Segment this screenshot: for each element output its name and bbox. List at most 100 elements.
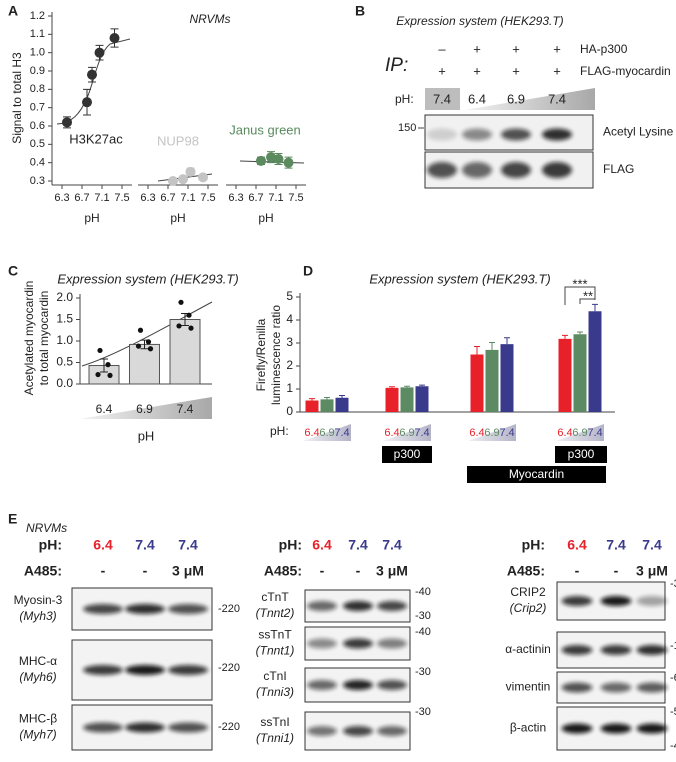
x-tick-label: 7.1 bbox=[94, 192, 109, 204]
band bbox=[600, 596, 632, 606]
data-point bbox=[178, 174, 188, 185]
series-label: 7.4 bbox=[334, 427, 349, 439]
ph-value: 6.4 bbox=[567, 537, 587, 553]
band bbox=[168, 665, 208, 675]
band bbox=[636, 682, 668, 693]
data-point bbox=[109, 33, 120, 43]
band bbox=[636, 723, 668, 734]
x-axis-label: pH bbox=[170, 211, 185, 225]
series-label: 6.4 bbox=[304, 427, 319, 439]
ph-label: pH: bbox=[522, 537, 545, 553]
drug-value: - bbox=[575, 563, 580, 579]
band bbox=[168, 604, 208, 614]
y-axis-label: luminescence ratio bbox=[269, 305, 283, 405]
drug-label: A485: bbox=[24, 563, 62, 579]
x-tick-label: 7.1 bbox=[268, 192, 283, 204]
condition-box bbox=[467, 466, 606, 483]
y-tick-label: 4 bbox=[286, 312, 293, 326]
y-tick-label: 3 bbox=[286, 335, 293, 349]
band bbox=[561, 682, 593, 693]
blot-title: NRVMs bbox=[26, 521, 67, 535]
gene-label: (Tnnt2) bbox=[256, 606, 295, 620]
band bbox=[462, 162, 492, 178]
mw-marker: -50 bbox=[670, 706, 676, 718]
panel-label: A bbox=[8, 3, 18, 19]
x-tick-label: 6.4 bbox=[96, 402, 113, 416]
sign: + bbox=[473, 63, 481, 78]
ph-value: 7.4 bbox=[642, 537, 662, 553]
chart-title: Expression system (HEK293.T) bbox=[369, 271, 550, 286]
error-bar bbox=[339, 394, 345, 398]
data-point bbox=[273, 154, 284, 164]
ip-label: IP: bbox=[385, 55, 408, 76]
blot-title: Expression system (HEK293.T) bbox=[396, 14, 563, 28]
gene-label: (Crip2) bbox=[510, 601, 547, 615]
y-tick-label: 0.7 bbox=[30, 102, 45, 114]
band bbox=[501, 162, 531, 178]
error-bar bbox=[474, 345, 480, 355]
drug-label: A485: bbox=[264, 563, 302, 579]
band bbox=[542, 162, 572, 178]
mw-marker: -40 bbox=[670, 740, 676, 752]
band bbox=[343, 680, 373, 690]
x-tick-label: 6.7 bbox=[160, 192, 175, 204]
x-axis-label: pH bbox=[258, 211, 273, 225]
gene-label: (Myh7) bbox=[19, 728, 56, 742]
y-tick-label: 1.2 bbox=[30, 10, 45, 22]
band bbox=[125, 665, 165, 675]
band bbox=[427, 128, 457, 141]
mw-marker: -30 bbox=[415, 706, 431, 718]
protein-label: α-actinin bbox=[505, 642, 551, 656]
ph-wedge bbox=[383, 424, 431, 441]
ph-value: 7.4 bbox=[382, 537, 402, 553]
error-bar bbox=[389, 386, 395, 388]
error-bar bbox=[419, 384, 425, 387]
x-axis-label: pH bbox=[138, 428, 155, 443]
x-tick-label: 6.3 bbox=[54, 192, 69, 204]
y-axis-label: Acetylated myocardin bbox=[22, 281, 36, 396]
y-axis-label: to total myocardin bbox=[37, 291, 51, 386]
y-tick-label: 1.0 bbox=[56, 333, 73, 347]
band bbox=[377, 601, 407, 611]
condition-label: p300 bbox=[394, 447, 421, 461]
sign: + bbox=[512, 63, 520, 78]
y-tick-label: 0.5 bbox=[56, 355, 73, 369]
protein-label: ssTnI bbox=[260, 715, 289, 729]
series-label: NUP98 bbox=[157, 133, 199, 148]
protein-label: CRIP2 bbox=[510, 585, 546, 599]
band bbox=[636, 596, 668, 606]
ph-value: 7.4 bbox=[178, 537, 198, 553]
error-bar bbox=[562, 334, 568, 339]
x-tick-label: 6.3 bbox=[140, 192, 155, 204]
row-label: HA-p300 bbox=[580, 42, 628, 56]
gene-label: (Myh6) bbox=[19, 670, 56, 684]
data-point bbox=[198, 172, 208, 183]
y-tick-label: 1.1 bbox=[30, 28, 45, 40]
band bbox=[600, 723, 632, 734]
ph-label: pH: bbox=[39, 537, 62, 553]
band bbox=[125, 604, 165, 614]
data-point bbox=[107, 372, 113, 378]
ph-value: 6.4 bbox=[468, 91, 486, 106]
ph-value: 7.4 bbox=[135, 537, 155, 553]
band bbox=[561, 645, 593, 655]
ph-label: pH: bbox=[395, 92, 414, 106]
sign: + bbox=[553, 63, 561, 78]
mw-marker: 150 bbox=[398, 122, 416, 134]
chart-title: NRVMs bbox=[189, 12, 230, 26]
error-bar bbox=[504, 337, 510, 345]
series-label: 6.9 bbox=[572, 427, 587, 439]
condition-label: p300 bbox=[568, 447, 595, 461]
condition-box bbox=[382, 446, 432, 463]
mw-marker: -40 bbox=[415, 586, 431, 598]
drug-value: 3 μM bbox=[636, 563, 668, 579]
row-label: FLAG-myocardin bbox=[580, 64, 671, 78]
band bbox=[542, 128, 572, 141]
error-bar bbox=[100, 358, 108, 373]
sign: + bbox=[512, 41, 520, 56]
band bbox=[307, 601, 337, 611]
ph-wedge bbox=[556, 424, 604, 441]
ph-label: pH: bbox=[279, 537, 302, 553]
band bbox=[561, 596, 593, 606]
protein-label: β-actin bbox=[510, 721, 546, 735]
